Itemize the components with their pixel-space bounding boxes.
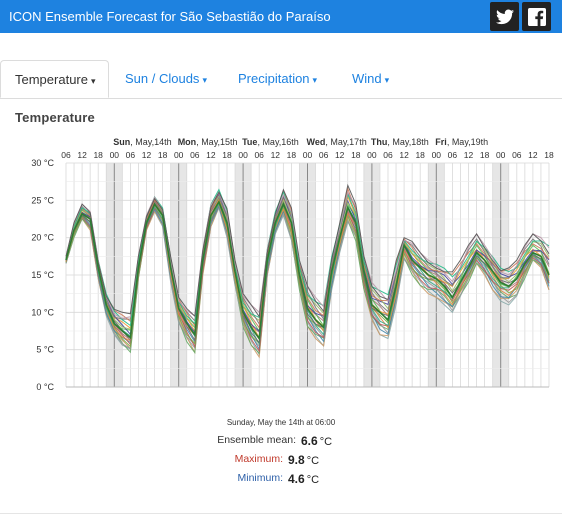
bottom-divider <box>0 513 562 514</box>
x-hour-label: 18 <box>415 150 425 160</box>
day-label: Mon, May,15th <box>178 137 238 147</box>
x-hour-label: 18 <box>222 150 232 160</box>
x-hour-label: 18 <box>351 150 361 160</box>
x-hour-label: 00 <box>496 150 506 160</box>
day-label: Thu, May,18th <box>371 137 429 147</box>
x-hour-label: 12 <box>464 150 474 160</box>
tooltip-mean-value: 6.6 °C <box>301 434 333 448</box>
x-hour-label: 06 <box>512 150 522 160</box>
tab-sun-clouds-label: Sun / Clouds <box>125 71 200 86</box>
x-hour-label: 12 <box>335 150 345 160</box>
x-hour-label: 18 <box>93 150 103 160</box>
tooltip-min-value: 4.6 °C <box>288 472 320 486</box>
day-label: Tue, May,16th <box>242 137 299 147</box>
tooltip-mean-label: Ensemble mean: <box>217 434 296 446</box>
tab-precipitation-label: Precipitation <box>238 71 310 86</box>
x-hour-label: 00 <box>110 150 120 160</box>
y-tick-label: 5 °C <box>36 345 54 355</box>
facebook-button[interactable] <box>522 2 551 31</box>
x-hour-label: 06 <box>383 150 393 160</box>
day-label: Wed, May,17th <box>307 137 367 147</box>
x-hour-label: 06 <box>448 150 458 160</box>
ensemble-mean-line <box>65 199 550 341</box>
ensemble-member-line <box>65 202 550 353</box>
x-hour-label: 12 <box>206 150 216 160</box>
x-hour-label: 12 <box>142 150 152 160</box>
day-label: Fri, May,19th <box>435 137 488 147</box>
y-tick-label: 0 °C <box>36 382 54 392</box>
x-hour-label: 00 <box>367 150 377 160</box>
temperature-chart[interactable]: 0 °C 5 °C 10 °C 15 °C 20 °C 25 °C 30 °C 06 12 18 0… <box>0 130 562 415</box>
x-hour-label: 12 <box>271 150 281 160</box>
x-hour-label: 12 <box>399 150 409 160</box>
tooltip-max-value: 9.8 °C <box>288 453 320 467</box>
tab-bar: Temperature ▾ Sun / Clouds ▾ Precipitation… <box>0 60 562 99</box>
x-hour-label: 06 <box>190 150 200 160</box>
y-tick-label: 15 °C <box>31 270 54 280</box>
tab-wind[interactable]: Wind ▾ <box>352 60 389 98</box>
twitter-button[interactable] <box>490 2 519 31</box>
x-hour-label: 06 <box>319 150 329 160</box>
x-hour-label: 00 <box>174 150 184 160</box>
x-hour-label: 18 <box>480 150 490 160</box>
chevron-down-icon: ▾ <box>384 75 390 85</box>
tooltip-max-label: Maximum: <box>234 453 283 465</box>
x-hour-label: 12 <box>528 150 538 160</box>
twitter-icon <box>495 9 514 24</box>
y-tick-label: 30 °C <box>31 158 54 168</box>
y-tick-label: 20 °C <box>31 233 54 243</box>
x-hour-label: 06 <box>61 150 71 160</box>
y-tick-label: 25 °C <box>31 195 54 205</box>
x-hour-label: 00 <box>238 150 248 160</box>
facebook-icon <box>527 7 546 26</box>
tab-wind-label: Wind <box>352 71 382 86</box>
page-title: ICON Ensemble Forecast for São Sebastião… <box>9 9 331 24</box>
x-hour-label: 18 <box>544 150 554 160</box>
chevron-down-icon: ▾ <box>90 76 96 86</box>
x-hour-label: 12 <box>77 150 87 160</box>
tab-sun-clouds[interactable]: Sun / Clouds ▾ <box>125 60 207 98</box>
chevron-down-icon: ▾ <box>312 75 318 85</box>
x-hour-label: 06 <box>126 150 136 160</box>
tooltip-date: Sunday, May the 14th at 06:00 <box>226 418 336 427</box>
tab-precipitation[interactable]: Precipitation ▾ <box>238 60 317 98</box>
ensemble-member-line <box>65 186 550 330</box>
day-label: Sun, May,14th <box>113 137 171 147</box>
tab-temperature-label: Temperature <box>15 72 88 87</box>
top-bar: ICON Ensemble Forecast for São Sebastião… <box>0 0 562 33</box>
x-hour-label: 00 <box>432 150 442 160</box>
x-hour-label: 18 <box>287 150 297 160</box>
tooltip-min-label: Minimum: <box>237 472 283 484</box>
ensemble-member-line <box>65 183 550 318</box>
x-hour-label: 06 <box>254 150 264 160</box>
x-hour-label: 00 <box>303 150 313 160</box>
tab-temperature[interactable]: Temperature ▾ <box>0 60 109 98</box>
y-tick-label: 10 °C <box>31 307 54 317</box>
x-hour-label: 18 <box>158 150 168 160</box>
section-title: Temperature <box>15 110 95 125</box>
chevron-down-icon: ▾ <box>202 75 207 85</box>
